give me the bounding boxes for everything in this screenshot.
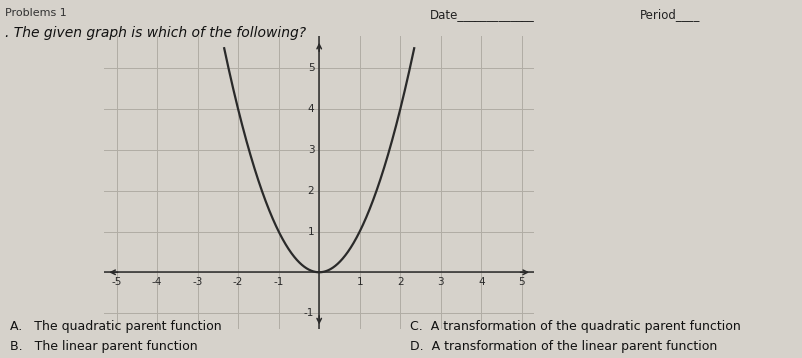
Text: -1: -1 [273,277,283,287]
Text: Problems 1: Problems 1 [5,8,67,18]
Text: 4: 4 [477,277,484,287]
Text: 3: 3 [437,277,444,287]
Text: B.   The linear parent function: B. The linear parent function [10,340,197,353]
Text: 2: 2 [396,277,403,287]
Text: D.  A transformation of the linear parent function: D. A transformation of the linear parent… [410,340,716,353]
Text: -5: -5 [111,277,122,287]
Text: -1: -1 [304,308,314,318]
Text: -2: -2 [233,277,243,287]
Text: 5: 5 [518,277,525,287]
Text: -3: -3 [192,277,203,287]
Text: 2: 2 [307,186,314,196]
Text: Period____: Period____ [639,8,699,21]
Text: Date_____________: Date_____________ [429,8,534,21]
Text: C.  A transformation of the quadratic parent function: C. A transformation of the quadratic par… [410,320,739,333]
Text: A.   The quadratic parent function: A. The quadratic parent function [10,320,221,333]
Text: -4: -4 [152,277,162,287]
Text: 1: 1 [307,227,314,237]
Text: 1: 1 [356,277,363,287]
Text: . The given graph is which of the following?: . The given graph is which of the follow… [5,26,306,40]
Text: 4: 4 [307,104,314,114]
Text: 3: 3 [307,145,314,155]
Text: 5: 5 [307,63,314,73]
